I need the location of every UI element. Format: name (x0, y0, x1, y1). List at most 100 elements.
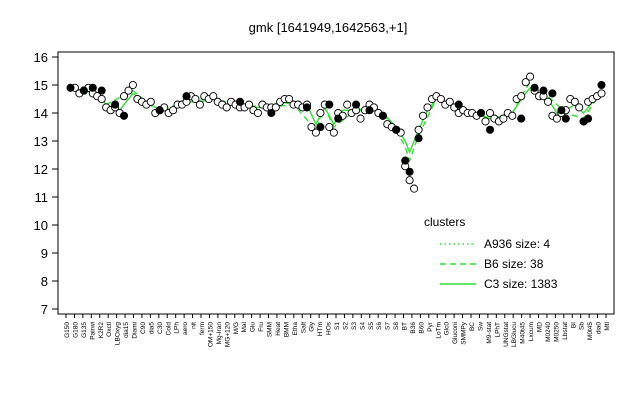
x-tick-label: G150 (64, 322, 71, 338)
point-filled (97, 86, 106, 95)
point-open (285, 94, 294, 104)
x-tick-label: aero (182, 322, 189, 335)
x-tick-label: G135 (81, 322, 88, 338)
point-open (543, 97, 553, 106)
x-tick-label: BMM (283, 322, 290, 337)
point-open (311, 128, 320, 137)
point-filled (539, 86, 548, 95)
x-tick-label: LBOxyg (115, 322, 122, 346)
x-tick-label: S1 (334, 322, 341, 330)
x-tick-label: M0250 (553, 322, 560, 342)
point-filled (530, 83, 539, 92)
x-tick-label: LPh (174, 322, 181, 334)
point-open (485, 108, 495, 118)
point-open (316, 108, 325, 118)
y-tick-label: 13 (34, 134, 48, 149)
point-open (325, 122, 334, 132)
point-open (146, 97, 155, 106)
point-open (191, 94, 200, 104)
point-open (271, 103, 280, 112)
legend-label-c3: C3 size: 1383 (484, 277, 558, 291)
point-open (575, 103, 584, 112)
x-tick-label: dia5 (148, 322, 155, 335)
point-open (209, 92, 218, 101)
point-filled (111, 100, 120, 109)
x-axis: G150 G180 G135 Pairwi K2R2 Oxctl LBOxyg dia15 Di… (64, 314, 611, 347)
x-tick-label: Sb (579, 322, 586, 330)
point-open (436, 94, 445, 104)
x-tick-label: ferm (199, 322, 206, 335)
point-filled (235, 97, 245, 106)
x-tick-label: C90 (140, 322, 147, 334)
point-filled (88, 83, 97, 92)
point-filled (334, 114, 343, 123)
y-tick-label: 10 (34, 218, 48, 233)
y-tick-label: 12 (34, 162, 48, 177)
x-tick-label: Glc0 (444, 322, 451, 336)
point-open (169, 106, 178, 115)
x-tick-label: Mg-Iran (216, 322, 223, 345)
x-tick-label: HTm (317, 322, 324, 336)
x-tick-label: BI (570, 322, 577, 328)
point-open (597, 89, 606, 98)
x-tick-label: dia0 (596, 322, 603, 335)
x-tick-label: Diami (132, 322, 139, 339)
point-open (195, 100, 204, 109)
x-tick-label: Lxcum (528, 322, 535, 341)
point-filled (119, 111, 129, 120)
point-open (445, 97, 454, 106)
y-tick-label: 14 (34, 106, 48, 121)
x-tick-label: S4 (359, 322, 366, 330)
point-filled (485, 125, 495, 134)
y-tick-label: 11 (35, 190, 49, 205)
point-open (356, 114, 365, 123)
x-tick-label: S8 (393, 322, 400, 330)
point-filled (401, 156, 410, 165)
x-tick-label: M/G (233, 322, 240, 334)
point-open (97, 94, 106, 104)
point-filled (66, 83, 75, 92)
x-tick-label: S7 (385, 322, 392, 330)
x-tick-label: Lbstat (562, 322, 569, 340)
x-tick-label: Glu (250, 322, 257, 333)
y-axis: 7 8 9 10 11 12 13 14 15 16 (34, 50, 58, 317)
point-open (405, 176, 414, 185)
point-open (521, 78, 530, 87)
x-tick-label: Heat (275, 322, 282, 336)
point-filled (557, 106, 566, 115)
x-tick-label: Pyr (427, 321, 434, 332)
x-tick-label: Oxctl (106, 321, 113, 336)
point-filled (597, 80, 606, 90)
y-tick-label: 15 (34, 78, 48, 93)
point-filled (414, 134, 423, 143)
x-tick-label: LoTm (435, 322, 442, 339)
x-tick-label: LPhT (494, 322, 501, 338)
point-open (307, 122, 316, 132)
point-filled (584, 114, 593, 123)
point-open (418, 111, 428, 120)
point-open (253, 108, 262, 118)
x-tick-label: Etha (292, 322, 299, 336)
legend-title: clusters (424, 215, 465, 229)
x-tick-label: M0240 (545, 322, 552, 342)
point-filled (155, 106, 164, 115)
point-open (124, 86, 133, 95)
x-tick-label: LBGlucu (511, 322, 518, 347)
x-tick-label: HOs (326, 321, 333, 335)
y-tick-label: 9 (41, 246, 48, 261)
point-open (343, 100, 352, 109)
x-tick-label: dia15 (123, 322, 130, 338)
x-tick-label: S6 (376, 322, 383, 330)
x-tick-label: Cold (165, 322, 172, 336)
y-tick-label: 8 (41, 274, 48, 289)
legend-label-b6: B6 size: 38 (484, 257, 544, 271)
point-open (222, 103, 231, 112)
x-tick-label: Gly (309, 321, 316, 332)
point-open (414, 125, 423, 134)
point-open (526, 72, 535, 81)
point-open (508, 111, 517, 120)
point-open (499, 114, 508, 123)
x-tick-label: BC (469, 322, 476, 331)
x-tick-label: SMMPy (461, 321, 468, 345)
